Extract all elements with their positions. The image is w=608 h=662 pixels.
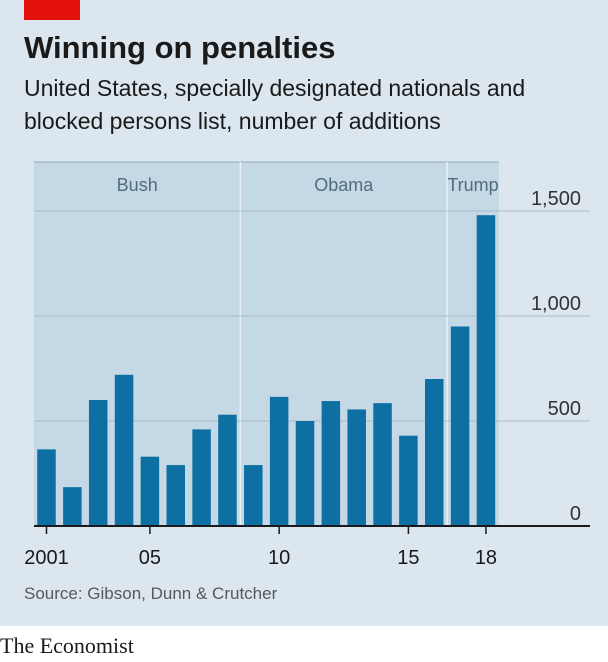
bar-2002 <box>63 487 82 526</box>
bar-2015 <box>399 435 418 526</box>
brand-accent-bar <box>24 0 80 20</box>
bar-2012 <box>321 401 341 526</box>
source-note: Source: Gibson, Dunn & Crutcher <box>24 584 278 603</box>
era-label-bush: Bush <box>117 175 158 195</box>
chart-subtitle: United States, specially designated nati… <box>24 75 526 134</box>
bar-2013 <box>347 409 366 526</box>
era-label-trump: Trump <box>447 175 498 195</box>
y-tick-label: 1,000 <box>531 293 581 315</box>
bar-2001 <box>37 449 56 526</box>
y-tick-label: 0 <box>570 503 581 525</box>
x-tick-label: 05 <box>139 547 161 569</box>
bar-2016 <box>425 379 444 526</box>
chart-title: Winning on penalties <box>24 30 336 65</box>
bar-2009 <box>244 465 263 526</box>
bar-2008 <box>218 414 237 526</box>
publisher-logo: The Economist <box>0 633 134 658</box>
x-tick-label: 2001 <box>24 547 69 569</box>
bar-2014 <box>373 403 392 526</box>
axes: 0 500 1,000 1,500 2001 05 10 15 18 <box>24 188 590 569</box>
bar-2004 <box>114 374 134 526</box>
y-tick-label: 500 <box>548 398 581 420</box>
x-tick-label: 18 <box>475 547 497 569</box>
x-tick-label: 10 <box>268 547 290 569</box>
bar-2018 <box>476 215 496 526</box>
bar-2010 <box>269 396 289 526</box>
x-tick-label: 15 <box>397 547 419 569</box>
bars <box>37 215 496 526</box>
bar-2017 <box>450 326 470 526</box>
bar-2007 <box>192 429 211 526</box>
y-tick-label: 1,500 <box>531 188 581 210</box>
bar-2011 <box>295 421 315 526</box>
bar-2003 <box>88 400 108 526</box>
era-label-obama: Obama <box>314 175 374 195</box>
bar-2005 <box>140 456 160 526</box>
bar-2006 <box>166 465 185 526</box>
